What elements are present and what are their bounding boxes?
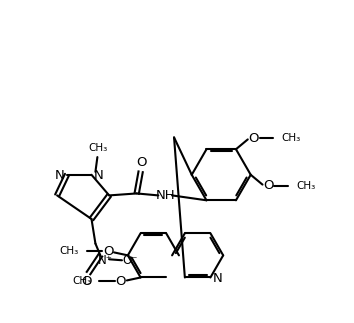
Text: O: O [263, 179, 274, 192]
Text: O: O [249, 132, 259, 145]
Text: CH₃: CH₃ [296, 181, 315, 191]
Text: NH: NH [155, 189, 175, 202]
Text: O: O [116, 275, 126, 288]
Text: CH₃: CH₃ [59, 246, 79, 256]
Text: N: N [55, 169, 65, 182]
Text: CH₃: CH₃ [72, 276, 91, 287]
Text: O: O [136, 156, 147, 170]
Text: N: N [93, 169, 103, 182]
Text: N⁺: N⁺ [98, 254, 113, 267]
Text: O: O [81, 276, 92, 288]
Text: N: N [212, 272, 222, 285]
Text: CH₃: CH₃ [281, 133, 301, 143]
Text: CH₃: CH₃ [89, 143, 108, 153]
Text: O⁻: O⁻ [122, 254, 138, 267]
Text: O: O [103, 245, 113, 258]
